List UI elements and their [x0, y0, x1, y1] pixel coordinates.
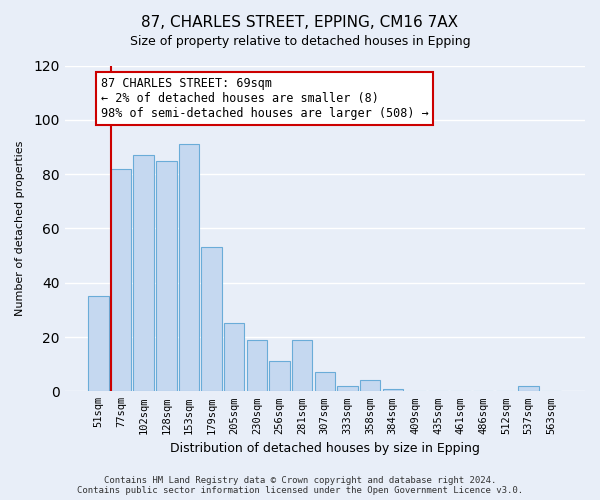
Bar	[292, 340, 313, 392]
Bar	[360, 380, 380, 392]
Bar	[337, 386, 358, 392]
Text: 87, CHARLES STREET, EPPING, CM16 7AX: 87, CHARLES STREET, EPPING, CM16 7AX	[142, 15, 458, 30]
Bar	[247, 340, 267, 392]
Text: Size of property relative to detached houses in Epping: Size of property relative to detached ho…	[130, 35, 470, 48]
Bar	[88, 296, 109, 392]
X-axis label: Distribution of detached houses by size in Epping: Distribution of detached houses by size …	[170, 442, 480, 455]
Text: 87 CHARLES STREET: 69sqm
← 2% of detached houses are smaller (8)
98% of semi-det: 87 CHARLES STREET: 69sqm ← 2% of detache…	[101, 77, 429, 120]
Text: Contains HM Land Registry data © Crown copyright and database right 2024.
Contai: Contains HM Land Registry data © Crown c…	[77, 476, 523, 495]
Bar	[156, 160, 176, 392]
Bar	[179, 144, 199, 392]
Bar	[224, 324, 244, 392]
Y-axis label: Number of detached properties: Number of detached properties	[15, 140, 25, 316]
Bar	[383, 388, 403, 392]
Bar	[518, 386, 539, 392]
Bar	[314, 372, 335, 392]
Bar	[269, 362, 290, 392]
Bar	[111, 168, 131, 392]
Bar	[202, 248, 222, 392]
Bar	[133, 155, 154, 392]
